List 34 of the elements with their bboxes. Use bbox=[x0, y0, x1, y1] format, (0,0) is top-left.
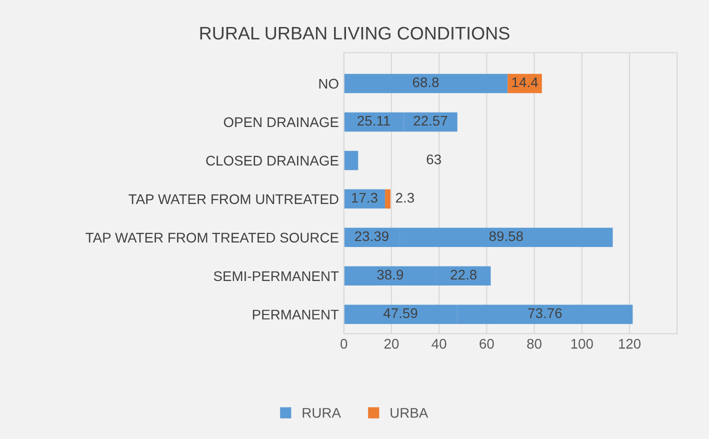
data-label: 22.8 bbox=[450, 270, 477, 280]
data-label: 23.39 bbox=[355, 231, 388, 242]
y-tick-label: TAP WATER FROM TREATED SOURCE bbox=[86, 232, 338, 243]
bar bbox=[344, 150, 358, 170]
data-label: 25.11 bbox=[358, 116, 390, 126]
y-tick-label: SEMI-PERMANENT bbox=[214, 271, 339, 282]
data-label: 14.4 bbox=[512, 78, 538, 88]
x-tick-label: 60 bbox=[480, 338, 494, 349]
x-tick-label: 80 bbox=[527, 338, 542, 349]
annotation: 63 bbox=[426, 154, 441, 164]
bar bbox=[344, 74, 508, 94]
data-label: 89.58 bbox=[489, 231, 523, 242]
legend-label: URBA bbox=[390, 408, 428, 418]
bar bbox=[385, 189, 391, 209]
x-tick-label: 40 bbox=[432, 338, 446, 349]
y-tick-label: CLOSED DRAINAGE bbox=[206, 156, 338, 166]
data-label: 22.57 bbox=[414, 116, 448, 126]
data-label: 17.3 bbox=[352, 192, 378, 203]
bar bbox=[344, 189, 386, 209]
x-tick-label: 120 bbox=[618, 338, 641, 349]
y-tick-label: PERMANENT bbox=[252, 310, 339, 320]
x-tick-label: 20 bbox=[384, 338, 399, 349]
x-tick-label: 100 bbox=[571, 338, 593, 349]
y-tick-label: OPEN DRAINAGE bbox=[224, 117, 338, 128]
data-label: 68.8 bbox=[412, 77, 439, 88]
x-tick-label: 0 bbox=[340, 338, 348, 349]
data-label: 2.3 bbox=[396, 192, 414, 203]
data-label: 38.9 bbox=[377, 270, 404, 280]
data-label: 73.76 bbox=[528, 308, 562, 318]
legend-label: RURA bbox=[302, 408, 341, 418]
chart-title: RURAL URBAN LIVING CONDITIONS bbox=[200, 26, 510, 40]
y-tick-label: NO bbox=[319, 78, 338, 89]
data-label: 47.59 bbox=[383, 308, 418, 318]
y-tick-label: TAP WATER FROM UNTREATED bbox=[128, 194, 338, 204]
